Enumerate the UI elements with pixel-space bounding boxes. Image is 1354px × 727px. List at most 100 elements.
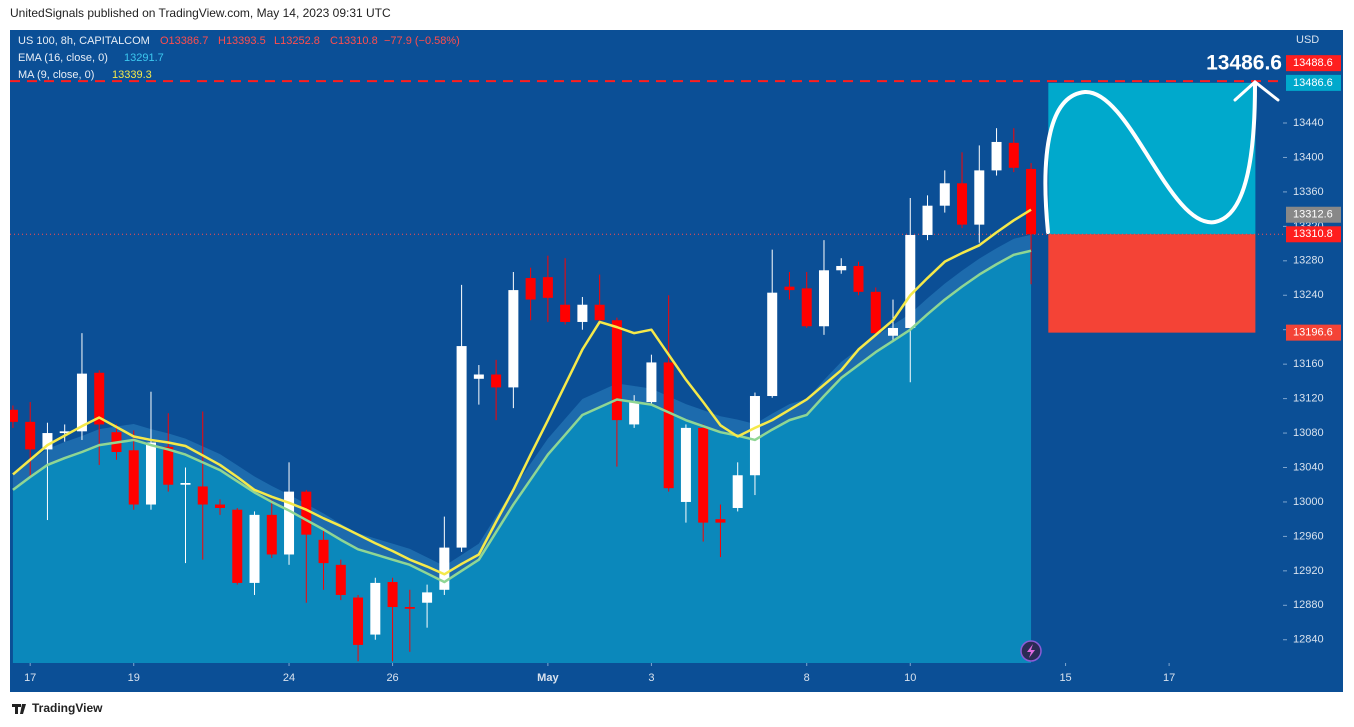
y-tick-label: 13360 <box>1293 186 1324 198</box>
candle-body <box>991 141 1002 171</box>
candle-body <box>818 270 829 327</box>
legend-low: L13252.8 <box>274 35 320 47</box>
candle-body <box>284 491 295 555</box>
legend: US 100, 8h, CAPITALCOM O13386.7 H13393.5… <box>18 35 460 81</box>
candle-body <box>680 427 691 502</box>
candle-body <box>1008 142 1019 168</box>
publish-line: UnitedSignals published on TradingView.c… <box>10 6 391 20</box>
candle-body <box>387 582 398 608</box>
y-tick-label: 13000 <box>1293 496 1324 508</box>
candle-body <box>629 402 640 425</box>
price-label-box <box>1286 55 1341 72</box>
legend-close: C13310.8 <box>330 35 378 47</box>
x-tick-label: 26 <box>386 672 398 684</box>
x-tick-label: 10 <box>904 672 916 684</box>
candle-body <box>25 421 36 450</box>
price-label-box <box>1286 74 1341 91</box>
candle-body <box>456 346 467 548</box>
y-axis-label: USD <box>1296 34 1319 46</box>
target-annotation: 13486.6 <box>1206 52 1282 75</box>
candle-body <box>663 362 674 489</box>
y-tick-label: 12960 <box>1293 530 1324 542</box>
candle-body <box>10 409 18 422</box>
y-tick-label: 12920 <box>1293 565 1324 577</box>
candle-body <box>301 491 312 535</box>
candle-body <box>266 514 277 555</box>
legend-symbol: US 100, 8h, CAPITALCOM <box>18 35 150 47</box>
legend-ma: MA (9, close, 0) <box>18 69 94 81</box>
y-tick-label: 13160 <box>1293 358 1324 370</box>
x-tick-label: 19 <box>128 672 140 684</box>
x-tick-label: 17 <box>1163 672 1175 684</box>
candle-body <box>801 288 812 327</box>
candle-body <box>42 433 53 450</box>
candle-body <box>128 450 139 505</box>
price-label: 13310.8 <box>1293 228 1333 240</box>
price-label-box <box>1286 324 1341 341</box>
candle-body <box>853 265 864 292</box>
legend-ma-value: 13339.3 <box>112 69 152 81</box>
y-tick-label: 13440 <box>1293 117 1324 129</box>
candle-body <box>473 374 484 379</box>
price-label: 13312.6 <box>1293 209 1333 221</box>
logo <box>12 704 26 714</box>
candle-body <box>646 362 657 403</box>
y-tick-label: 13280 <box>1293 255 1324 267</box>
candle-body <box>215 504 226 508</box>
candle-body <box>560 304 571 322</box>
candle-body <box>94 372 105 425</box>
candle-body <box>335 564 346 595</box>
candle-body <box>611 320 622 421</box>
candle-body <box>767 292 778 397</box>
candle-body <box>732 475 743 508</box>
candle-body <box>715 519 726 523</box>
y-tick-label: 13040 <box>1293 461 1324 473</box>
candle-body <box>922 205 933 235</box>
x-tick-label: 17 <box>24 672 36 684</box>
candle-body <box>163 446 174 485</box>
candle-body <box>749 396 760 476</box>
y-tick-label: 13400 <box>1293 151 1324 163</box>
candle-body <box>508 290 519 388</box>
candle-body <box>698 427 709 523</box>
candle-body <box>888 327 899 336</box>
x-tick-label: 8 <box>804 672 810 684</box>
y-tick-label: 13080 <box>1293 427 1324 439</box>
candle-body <box>180 483 191 485</box>
candle-body <box>422 592 433 603</box>
candle-body <box>197 486 208 505</box>
candle-body <box>905 234 916 328</box>
candle-body <box>318 539 329 564</box>
legend-ema-value: 13291.7 <box>124 52 164 64</box>
candle-body <box>836 265 847 271</box>
candle-body <box>59 431 70 434</box>
candle-body <box>76 373 87 432</box>
y-tick-label: 12880 <box>1293 599 1324 611</box>
legend-change: −77.9 (−0.58%) <box>384 35 460 47</box>
candle-body <box>577 304 588 322</box>
candle-body <box>957 183 968 225</box>
stop-zone <box>1048 234 1256 333</box>
price-label: 13196.6 <box>1293 327 1333 339</box>
legend-open: O13386.7 <box>160 35 208 47</box>
y-tick-label: 12840 <box>1293 634 1324 646</box>
y-tick-label: 13120 <box>1293 393 1324 405</box>
legend-high: H13393.5 <box>218 35 266 47</box>
footer: TradingView <box>32 701 103 715</box>
candle-body <box>939 183 950 206</box>
candle-body <box>491 374 502 388</box>
indicator-line <box>12 249 1032 584</box>
candle-body <box>353 597 364 645</box>
indicator-line <box>12 208 1032 576</box>
candle-body <box>232 509 243 583</box>
candle-body <box>784 286 795 291</box>
x-tick-label: 3 <box>648 672 654 684</box>
price-label: 13488.6 <box>1293 57 1333 69</box>
price-label: 13486.6 <box>1293 77 1333 89</box>
candle-body <box>145 442 156 505</box>
x-tick-label: 15 <box>1059 672 1071 684</box>
candle-body <box>974 170 985 225</box>
candle-body <box>542 277 553 298</box>
event-icon-bolt <box>1027 644 1035 658</box>
